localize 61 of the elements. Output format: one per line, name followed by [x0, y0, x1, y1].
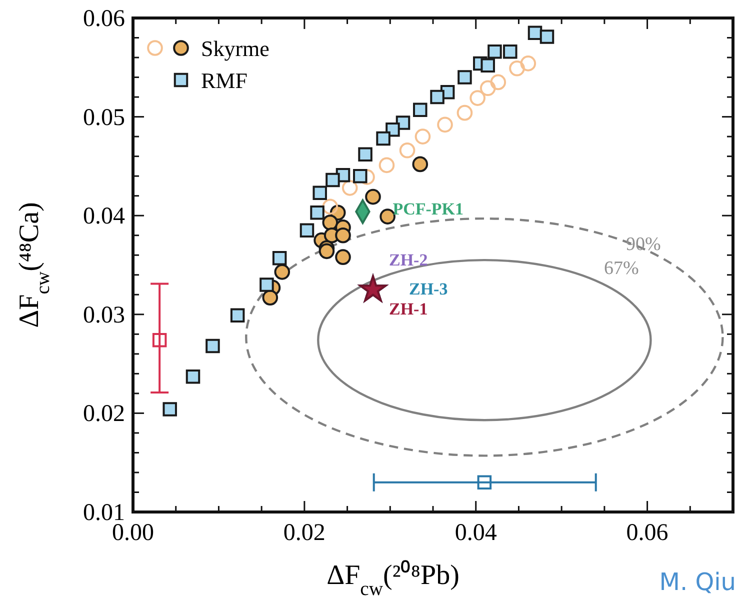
point: [413, 102, 428, 118]
point: [477, 475, 492, 490]
point: [470, 90, 486, 106]
point: [326, 172, 340, 188]
series-label: ZH-1: [389, 300, 428, 319]
point: [335, 227, 351, 244]
x-tick-label: 0.04: [454, 520, 497, 546]
point: [480, 80, 496, 96]
annotation: 67%: [604, 258, 639, 279]
point: [488, 44, 502, 59]
point: [437, 116, 453, 133]
point: [358, 147, 372, 162]
point: [509, 60, 525, 76]
x-tick-label: 0.06: [626, 520, 668, 546]
point: [342, 180, 358, 196]
point: [186, 370, 200, 384]
point: [412, 156, 428, 172]
y-tick-label: 0.02: [83, 401, 125, 428]
point: [312, 186, 327, 200]
x-axis-title: ΔF$_{cw}$(²⁰⁸Pb): [326, 560, 460, 600]
x-tick-label: 0.02: [283, 520, 326, 546]
point: [430, 90, 444, 104]
point: [162, 402, 177, 416]
point: [503, 44, 518, 59]
legend-label: RMF: [201, 68, 248, 93]
point: [458, 70, 472, 84]
point: [378, 157, 395, 174]
point: [399, 142, 416, 158]
point: [262, 290, 278, 306]
point: [456, 104, 473, 121]
point: [353, 168, 368, 184]
point: [310, 206, 324, 220]
point: [480, 58, 495, 73]
point: [376, 131, 390, 146]
point: [274, 264, 290, 280]
point: [206, 338, 220, 354]
annotation: 90%: [626, 234, 661, 255]
series-label: ZH-2: [389, 250, 428, 270]
point: [414, 128, 431, 144]
point: [322, 198, 338, 215]
y-tick-label: 0.05: [83, 104, 125, 131]
point: [300, 223, 314, 238]
x-tick-label: 0.00: [112, 520, 154, 546]
point: [520, 56, 536, 72]
text: M. Qiu: [659, 568, 736, 596]
series-label: PCF-PK1: [392, 200, 464, 219]
point: [528, 26, 542, 40]
point: [365, 188, 381, 205]
point: [152, 332, 167, 348]
point: [260, 278, 274, 292]
point: [272, 250, 287, 266]
y-tick-label: 0.04: [83, 204, 125, 230]
legend-label: Skyrme: [201, 36, 270, 61]
y-tick-label: 0.06: [83, 6, 125, 32]
point: [230, 308, 245, 323]
point: [490, 74, 506, 90]
y-tick-label: 0.03: [83, 302, 125, 328]
series-label: ZH-3: [409, 280, 448, 299]
point: [318, 243, 335, 260]
point: [335, 249, 351, 265]
point: [540, 30, 554, 44]
